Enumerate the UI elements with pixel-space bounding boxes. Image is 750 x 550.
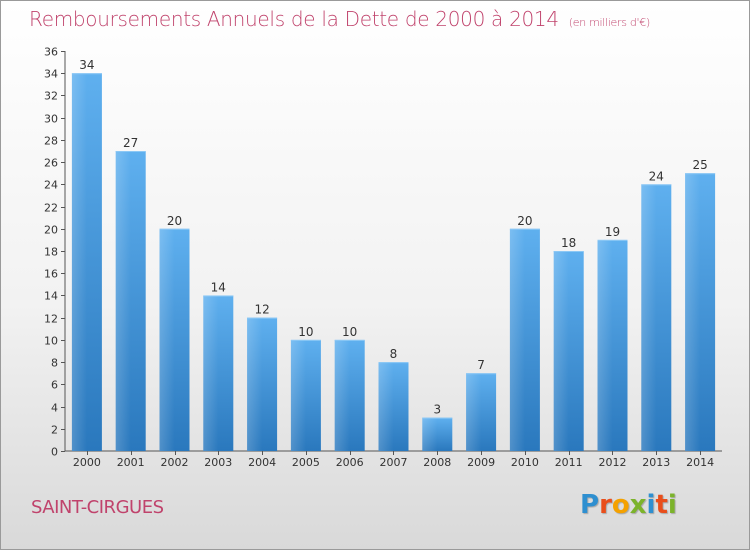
x-tick-label: 2001 [117, 456, 145, 469]
y-tick-label: 12 [44, 313, 58, 326]
y-tick-label: 34 [44, 68, 58, 81]
value-label: 8 [390, 347, 398, 361]
bar-highlight [203, 295, 219, 451]
y-tick-label: 10 [44, 335, 58, 348]
x-tick-label: 2014 [686, 456, 714, 469]
value-label: 24 [649, 169, 664, 183]
y-tick-label: 0 [51, 446, 58, 459]
x-tick-label: 2004 [248, 456, 276, 469]
bar-highlight [553, 251, 569, 451]
x-tick-label: 2008 [423, 456, 451, 469]
y-tick-label: 16 [44, 268, 58, 281]
chart-title-row: Remboursements Annuels de la Dette de 20… [29, 7, 650, 31]
bar-highlight [247, 317, 263, 451]
y-tick-label: 18 [44, 246, 58, 259]
logo-letter: i [667, 490, 677, 520]
y-tick-label: 26 [44, 157, 58, 170]
chart-title: Remboursements Annuels de la Dette de 20… [29, 7, 559, 31]
value-label: 14 [211, 280, 226, 294]
x-tick-label: 2009 [467, 456, 495, 469]
x-tick-label: 2006 [336, 456, 364, 469]
logo-letter: x [629, 490, 647, 520]
city-name: SAINT-CIRGUES [31, 497, 164, 518]
value-label: 12 [254, 303, 269, 317]
bars [71, 73, 716, 452]
y-tick-label: 22 [44, 202, 58, 215]
y-tick-label: 6 [51, 379, 58, 392]
value-label: 20 [167, 214, 182, 228]
bar-highlight [685, 173, 701, 451]
logo-letter: t [655, 490, 668, 520]
value-label: 34 [79, 58, 94, 72]
logo-letter: r [599, 490, 612, 520]
x-tick-label: 2010 [511, 456, 539, 469]
bar-highlight [378, 362, 394, 451]
x-tick-label: 2011 [555, 456, 583, 469]
value-label: 19 [605, 225, 620, 239]
bar-highlight [422, 417, 438, 451]
y-tick-label: 36 [44, 46, 58, 59]
value-label: 27 [123, 136, 138, 150]
value-label: 18 [561, 236, 576, 250]
y-tick-label: 24 [44, 179, 58, 192]
x-tick-label: 2013 [642, 456, 670, 469]
y-tick-label: 4 [51, 402, 58, 415]
y-tick-label: 30 [44, 113, 58, 126]
value-label: 25 [692, 158, 707, 172]
x-tick-label: 2012 [599, 456, 627, 469]
logo-letter: i [646, 490, 656, 520]
value-label: 10 [298, 325, 313, 339]
proxiti-logo: Proxiti [580, 490, 677, 520]
x-tick-label: 2005 [292, 456, 320, 469]
bar-highlight [115, 151, 131, 451]
bar-highlight [290, 339, 306, 451]
bar-highlight [159, 228, 175, 451]
x-tick-label: 2000 [73, 456, 101, 469]
value-label: 7 [477, 358, 485, 372]
x-tick-label: 2007 [380, 456, 408, 469]
x-tick-label: 2003 [204, 456, 232, 469]
value-label: 20 [517, 214, 532, 228]
bar-highlight [641, 184, 657, 452]
y-tick-label: 2 [51, 424, 58, 437]
logo-letter: o [611, 490, 630, 520]
logo-letter: P [580, 490, 600, 520]
value-label: 10 [342, 325, 357, 339]
chart-subtitle: (en milliers d'€) [568, 16, 650, 29]
bar-highlight [466, 373, 482, 451]
y-tick-label: 32 [44, 90, 58, 103]
y-tick-label: 28 [44, 135, 58, 148]
y-tick-label: 14 [44, 290, 58, 303]
bar-highlight [334, 339, 350, 451]
bar-highlight [509, 228, 525, 451]
y-tick-label: 20 [44, 224, 58, 237]
bar-highlight [597, 239, 613, 451]
value-labels: 34 27 20 14 12 10 10 8 3 7 20 18 19 24 25 [79, 58, 707, 416]
bar-highlight [71, 73, 87, 451]
y-tick-label: 8 [51, 357, 58, 370]
value-label: 3 [433, 403, 441, 417]
x-tick-label: 2002 [161, 456, 189, 469]
